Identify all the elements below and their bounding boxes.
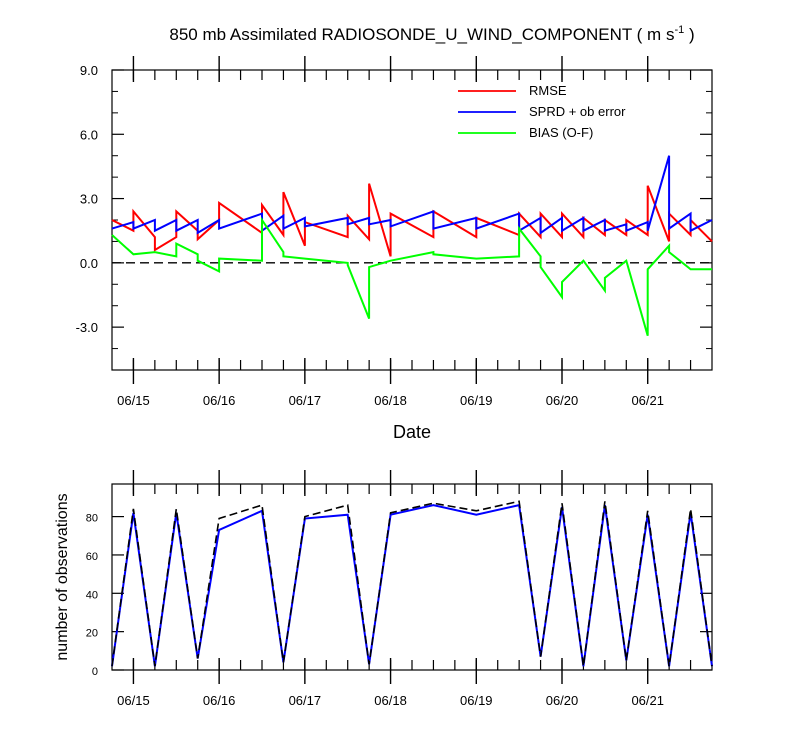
y-tick-label-9-0: 9.0 (80, 63, 98, 78)
legend: RMSE SPRD + ob error BIAS (O-F) (458, 83, 626, 140)
bottom-ticks (112, 470, 712, 684)
top-y-tick-labels: 9.0 6.0 3.0 0.0 -3.0 (76, 63, 98, 335)
series-line-bias-o-f (111, 216, 712, 336)
x-tick-label-06-20: 06/20 (546, 393, 579, 408)
series-line-assimilated (111, 503, 713, 667)
y-tick-label-0-0: 0.0 (80, 256, 98, 271)
top-x-tick-labels: 06/15 06/16 06/17 06/18 06/19 06/20 06/21 (117, 393, 664, 408)
x-axis-label: Date (393, 422, 431, 442)
bottom-y-tick-labels: 0 20 40 60 80 (86, 513, 98, 678)
legend-label-sprd: SPRD + ob error (529, 104, 626, 119)
x-tick-label-06-18: 06/18 (374, 693, 407, 708)
y-tick-label-60: 60 (86, 551, 98, 563)
chart-title: 850 mb Assimilated RADIOSONDE_U_WIND_COM… (169, 24, 694, 44)
top-panel: 9.06.03.00.0-3.0 06/15 06/16 06/17 06/18 06/… (76, 56, 713, 442)
x-tick-label-06-15: 06/15 (117, 693, 150, 708)
y-axis-label-observations: number of observations (54, 493, 71, 660)
y-tick-label-20: 20 (86, 628, 98, 640)
x-tick-label-06-19: 06/19 (460, 693, 493, 708)
x-tick-label-06-17: 06/17 (289, 693, 322, 708)
x-tick-label-06-21: 06/21 (631, 693, 664, 708)
x-tick-label-06-17: 06/17 (289, 393, 322, 408)
y-tick-label-6-0: 6.0 (80, 127, 98, 142)
x-tick-label-06-21: 06/21 (631, 393, 664, 408)
top-ticks (112, 56, 712, 384)
x-tick-label-06-19: 06/19 (460, 393, 493, 408)
y-tick-label-3-0: -3.0 (76, 320, 98, 335)
y-tick-label-80: 80 (86, 513, 98, 525)
chart-title-unit-exponent: -1 (674, 24, 684, 36)
bottom-series-group (111, 500, 713, 667)
series-line-possible (111, 500, 713, 667)
top-series-group (111, 155, 713, 336)
chart-title-main: 850 mb Assimilated RADIOSONDE_U_WIND_COM… (169, 25, 674, 44)
bottom-panel: 0 20 40 60 80 06/15 06/16 06/17 06/18 06/19 06/20… (54, 470, 713, 708)
x-tick-label-06-15: 06/15 (117, 393, 150, 408)
x-tick-label-06-16: 06/16 (203, 693, 236, 708)
chart-title-end: ) (684, 25, 694, 44)
legend-label-rmse: RMSE (529, 83, 567, 98)
series-line-sprd-ob-error (111, 155, 713, 235)
x-tick-label-06-18: 06/18 (374, 393, 407, 408)
series-line-rmse (111, 183, 713, 257)
x-tick-label-06-20: 06/20 (546, 693, 579, 708)
y-tick-label-0: 0 (92, 666, 98, 678)
legend-label-bias: BIAS (O-F) (529, 125, 593, 140)
bottom-x-tick-labels: 06/15 06/16 06/17 06/18 06/19 06/20 06/21 (117, 693, 664, 708)
x-tick-label-06-16: 06/16 (203, 393, 236, 408)
y-tick-label-3-0: 3.0 (80, 192, 98, 207)
bottom-plot-frame (111, 483, 713, 671)
y-tick-label-40: 40 (86, 589, 98, 601)
